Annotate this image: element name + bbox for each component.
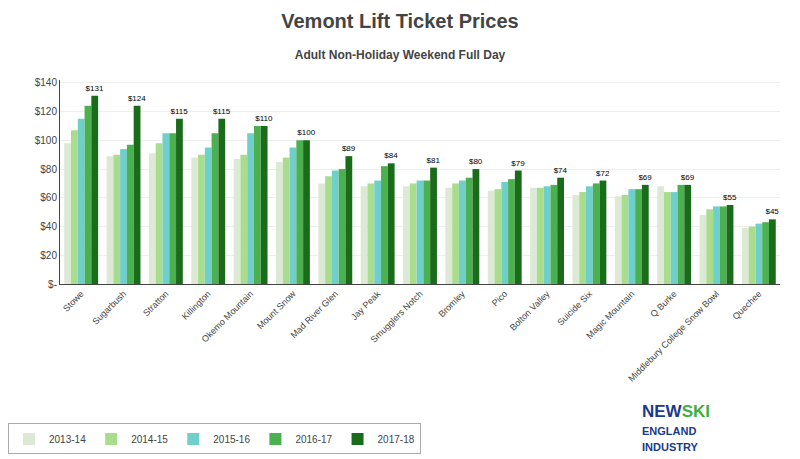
svg-text:$20: $20 <box>40 250 57 261</box>
svg-text:ENGLAND: ENGLAND <box>642 425 696 437</box>
svg-text:$69: $69 <box>681 173 695 182</box>
svg-text:$80: $80 <box>40 164 57 175</box>
svg-text:Mount Snow: Mount Snow <box>255 288 298 331</box>
svg-text:$69: $69 <box>638 173 652 182</box>
svg-text:$-: $- <box>48 279 57 290</box>
svg-text:$115: $115 <box>171 107 189 116</box>
svg-text:Suicide Six: Suicide Six <box>555 288 594 327</box>
svg-text:2017-18: 2017-18 <box>378 434 415 445</box>
svg-text:Sugarbush: Sugarbush <box>90 289 128 327</box>
svg-text:$115: $115 <box>213 107 231 116</box>
svg-text:Vemont Lift Ticket Prices: Vemont Lift Ticket Prices <box>281 10 519 32</box>
svg-text:$55: $55 <box>723 193 737 202</box>
svg-text:$110: $110 <box>255 114 273 123</box>
svg-text:Jay Peak: Jay Peak <box>349 288 383 322</box>
svg-text:$84: $84 <box>384 151 398 160</box>
svg-text:Stratton: Stratton <box>141 289 170 318</box>
svg-text:$100: $100 <box>297 128 315 137</box>
svg-text:NEWSKI: NEWSKI <box>642 402 710 421</box>
svg-text:Bolton Valley: Bolton Valley <box>508 288 552 332</box>
svg-text:$79: $79 <box>511 159 525 168</box>
svg-text:Quechee: Quechee <box>731 289 764 322</box>
svg-text:$45: $45 <box>765 207 779 216</box>
svg-text:2014-15: 2014-15 <box>131 434 168 445</box>
svg-text:$100: $100 <box>35 135 58 146</box>
svg-text:Mad River Glen: Mad River Glen <box>289 289 340 340</box>
svg-text:$124: $124 <box>128 94 146 103</box>
svg-text:$72: $72 <box>596 169 610 178</box>
svg-text:$40: $40 <box>40 221 57 232</box>
svg-text:$140: $140 <box>35 77 58 88</box>
svg-text:$131: $131 <box>86 84 104 93</box>
svg-text:Magic Mountain: Magic Mountain <box>584 289 636 341</box>
svg-text:$81: $81 <box>427 156 441 165</box>
svg-text:$80: $80 <box>469 157 483 166</box>
svg-text:Okemo Mountain: Okemo Mountain <box>200 289 256 345</box>
svg-text:$60: $60 <box>40 192 57 203</box>
svg-text:2013-14: 2013-14 <box>49 434 86 445</box>
svg-text:Bromley: Bromley <box>437 288 468 319</box>
svg-text:$74: $74 <box>554 166 568 175</box>
svg-text:Q Burke: Q Burke <box>648 289 678 319</box>
svg-text:$89: $89 <box>342 144 356 153</box>
svg-text:Adult Non-Holiday Weekend Full: Adult Non-Holiday Weekend Full Day <box>295 48 506 62</box>
svg-text:INDUSTRY: INDUSTRY <box>642 441 698 453</box>
svg-text:2016-17: 2016-17 <box>295 434 332 445</box>
svg-text:Middlebury College Snow Bowl: Middlebury College Snow Bowl <box>626 289 721 384</box>
svg-text:Killington: Killington <box>180 289 213 322</box>
svg-text:2015-16: 2015-16 <box>213 434 250 445</box>
svg-text:Smugglers Notch: Smugglers Notch <box>369 289 425 345</box>
svg-text:Stowe: Stowe <box>61 289 86 314</box>
svg-text:Pico: Pico <box>490 289 509 308</box>
svg-text:$120: $120 <box>35 106 58 117</box>
